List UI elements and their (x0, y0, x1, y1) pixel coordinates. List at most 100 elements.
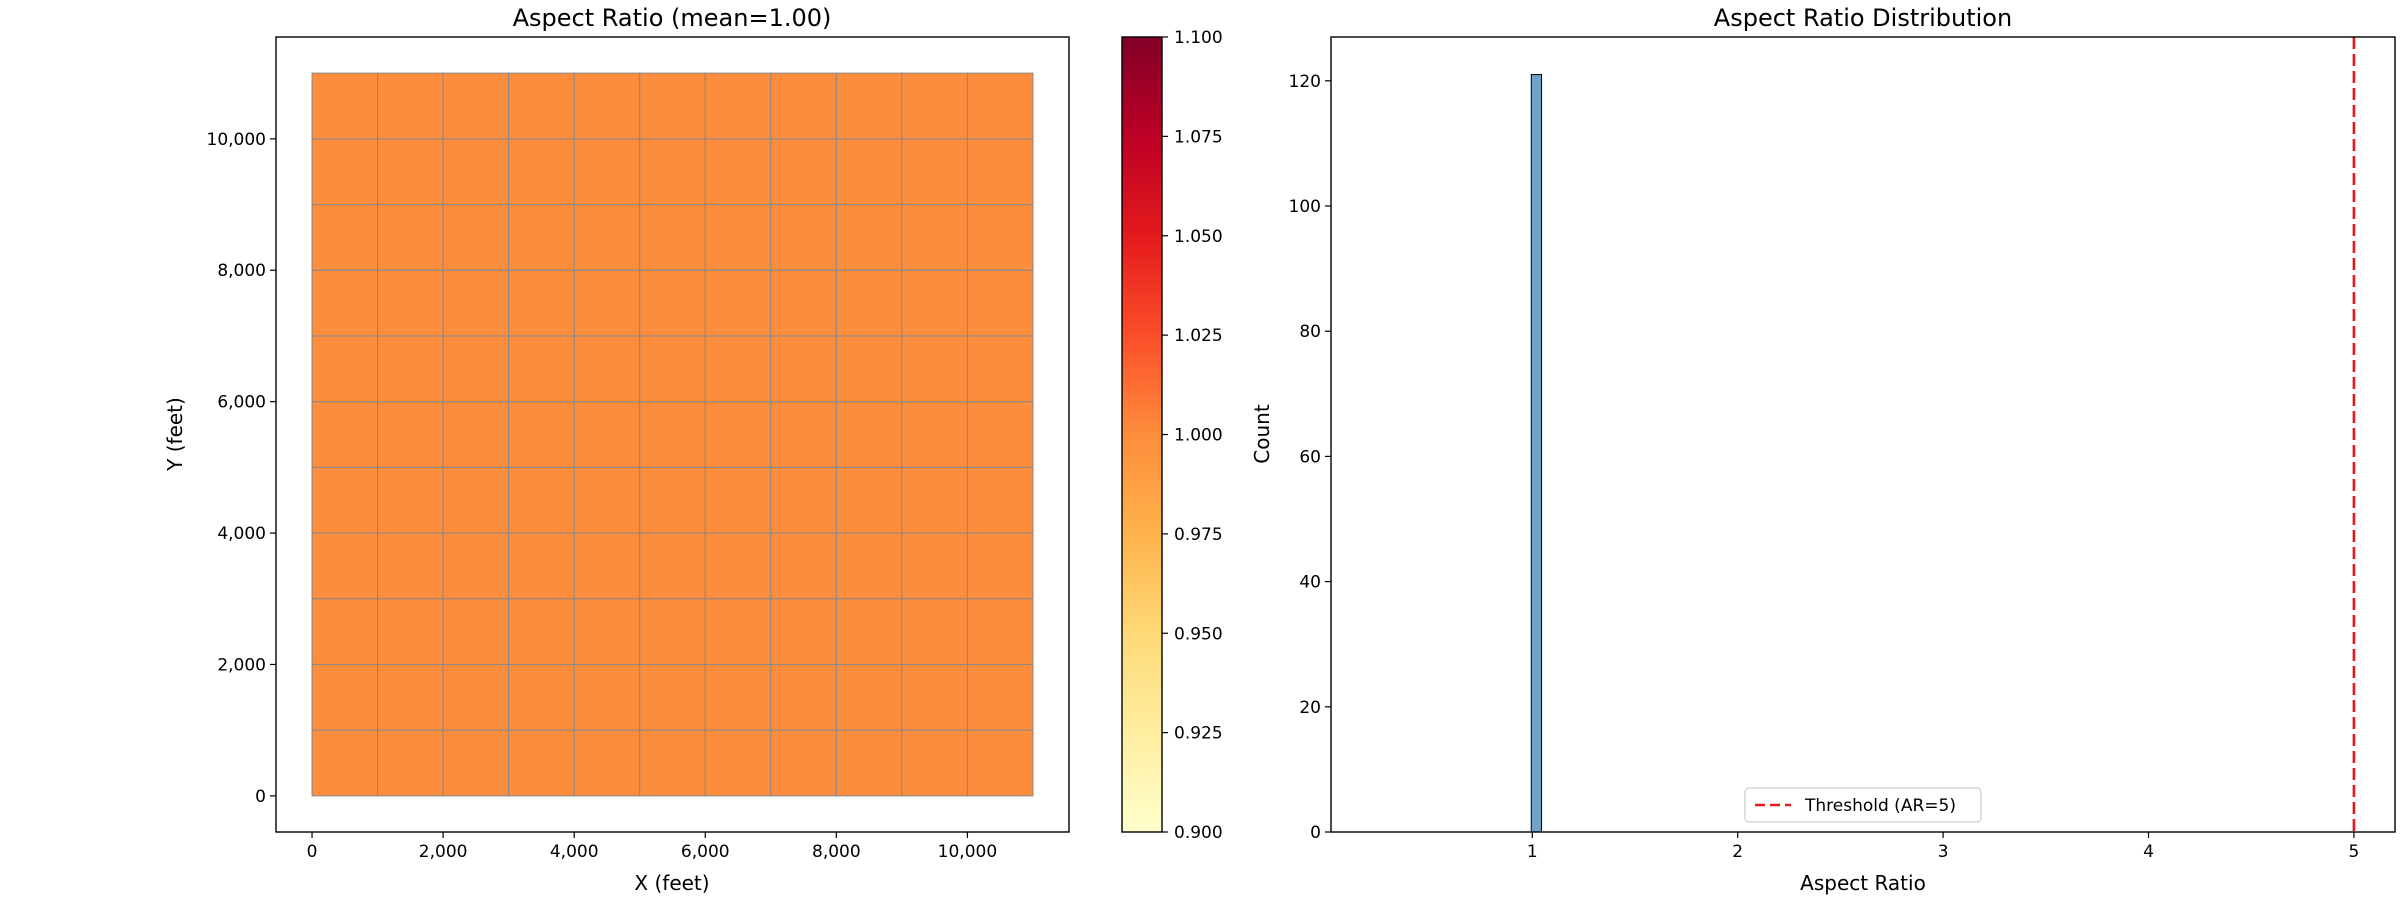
heatmap-cell (704, 204, 772, 271)
heatmap-cell (442, 466, 510, 534)
x-tick-label: 10,000 (938, 842, 997, 862)
aspect-ratio-histogram: Aspect Ratio Distribution 1 2 3 4 5 0 20 40 60 8… (1250, 4, 2396, 895)
heatmap-cell (508, 663, 575, 731)
heatmap-cell (770, 72, 837, 140)
heatmap-cell (508, 729, 575, 797)
heatmap-cell (311, 335, 379, 403)
heatmap-cell (311, 204, 379, 271)
heatmap-cell (901, 401, 968, 468)
heatmap-cell (835, 663, 903, 731)
heatmap-cell (377, 335, 444, 403)
heatmap-cell (901, 663, 968, 731)
heatmap-x-ticks: 0 2,000 4,000 6,000 8,000 10,000 (307, 832, 997, 862)
y-tick-label: 6,000 (217, 393, 266, 413)
heatmap-cell (639, 335, 706, 403)
heatmap-cell (901, 269, 968, 337)
heatmap-cell (704, 466, 772, 534)
heatmap-cell (704, 72, 772, 140)
histogram-bars (1530, 74, 1543, 833)
heatmap-cell (770, 335, 837, 403)
legend-threshold-label: Threshold (AR=5) (1804, 796, 1956, 816)
heatmap-cell (835, 138, 903, 206)
aspect-ratio-heatmap: Aspect Ratio (mean=1.00) 0 2,000 4,000 6,00… (163, 4, 1070, 895)
heatmap-cell (508, 138, 575, 206)
colorbar-ticks: 0.900 0.925 0.950 0.975 1.000 1.025 1.050 1.075… (1162, 28, 1223, 843)
heatmap-cell (704, 663, 772, 731)
heatmap-cell (311, 72, 379, 140)
y-tick-label: 2,000 (217, 655, 266, 675)
heatmap-cell (573, 335, 641, 403)
heatmap-cell (508, 401, 575, 468)
colorbar-tick-label: 1.075 (1174, 127, 1223, 147)
heatmap-cell (311, 729, 379, 797)
heatmap-cell (508, 72, 575, 140)
heatmap-cell (639, 138, 706, 206)
heatmap-cell (770, 466, 837, 534)
heatmap-cell (639, 72, 706, 140)
heatmap-cell (639, 401, 706, 468)
heatmap-cell (704, 401, 772, 468)
x-tick-label: 8,000 (812, 842, 861, 862)
histogram-x-ticks: 1 2 3 4 5 (1527, 832, 2359, 862)
heatmap-cell (442, 335, 510, 403)
heatmap-cell (442, 204, 510, 271)
heatmap-cell (835, 598, 903, 665)
heatmap-cell (377, 401, 444, 468)
colorbar-tick-label: 0.950 (1174, 624, 1223, 644)
colorbar-tick-label: 1.000 (1174, 426, 1223, 446)
heatmap-cell (835, 401, 903, 468)
histogram-title: Aspect Ratio Distribution (1714, 4, 2012, 32)
heatmap-cell (966, 204, 1034, 271)
heatmap-cell (770, 532, 837, 600)
heatmap-cell (442, 138, 510, 206)
heatmap-cell (508, 269, 575, 337)
heatmap-cell (639, 269, 706, 337)
heatmap-cell (508, 466, 575, 534)
heatmap-cell (835, 72, 903, 140)
x-tick-label: 3 (1938, 842, 1949, 862)
heatmap-cell (377, 466, 444, 534)
colorbar-tick-label: 0.900 (1174, 823, 1223, 843)
heatmap-cell (573, 532, 641, 600)
heatmap-axes-frame (275, 36, 1070, 833)
heatmap-cell (704, 138, 772, 206)
heatmap-cell (901, 466, 968, 534)
heatmap-cell (901, 335, 968, 403)
heatmap-cell (442, 72, 510, 140)
heatmap-cell (573, 401, 641, 468)
heatmap-cell (573, 204, 641, 271)
heatmap-cell (966, 598, 1034, 665)
heatmap-cell (966, 138, 1034, 206)
y-tick-label: 40 (1299, 573, 1321, 593)
y-tick-label: 20 (1299, 698, 1321, 718)
heatmap-cell (573, 663, 641, 731)
y-tick-label: 120 (1289, 72, 1321, 92)
heatmap-cell (704, 729, 772, 797)
x-tick-label: 0 (307, 842, 318, 862)
colorbar: 0.900 0.925 0.950 0.975 1.000 1.025 1.050 1.075… (1121, 28, 1223, 843)
heatmap-cell (508, 598, 575, 665)
y-tick-label: 100 (1289, 197, 1321, 217)
heatmap-cell (704, 532, 772, 600)
heatmap-cell (442, 401, 510, 468)
heatmap-cell (901, 204, 968, 271)
heatmap-cell (966, 401, 1034, 468)
heatmap-cell (966, 532, 1034, 600)
heatmap-cell (770, 138, 837, 206)
heatmap-cell (835, 204, 903, 271)
heatmap-cell (770, 663, 837, 731)
heatmap-cell (377, 729, 444, 797)
heatmap-cell (770, 269, 837, 337)
heatmap-cell (377, 204, 444, 271)
heatmap-cell (573, 729, 641, 797)
heatmap-cell (901, 72, 968, 140)
heatmap-cell (770, 204, 837, 271)
heatmap-cell (966, 72, 1034, 140)
heatmap-cell (311, 401, 379, 468)
histogram-y-label: Count (1250, 404, 1274, 464)
heatmap-cell (377, 138, 444, 206)
heatmap-cell (508, 335, 575, 403)
heatmap-cell (573, 269, 641, 337)
heatmap-cell (770, 401, 837, 468)
heatmap-cell (639, 663, 706, 731)
